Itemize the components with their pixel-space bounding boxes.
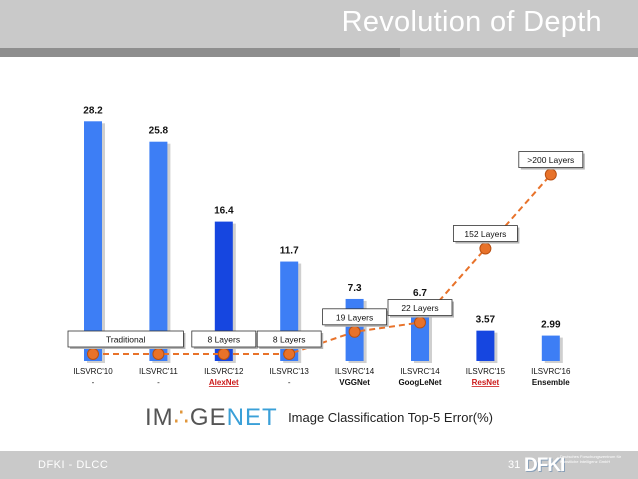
model-label: -: [92, 378, 95, 387]
data-label: 6.7: [413, 288, 427, 299]
depth-point: [283, 348, 296, 360]
chart-caption: IM∴GENET Image Classification Top-5 Erro…: [0, 403, 638, 432]
depth-label-box: [191, 330, 257, 348]
depth-label: Traditional: [106, 335, 145, 345]
model-label: Ensemble: [532, 378, 570, 387]
caption-text: Image Classification Top-5 Error(%): [288, 410, 494, 425]
page-number: 31: [508, 459, 521, 471]
depth-point: [479, 242, 492, 255]
footer-org: DFKI - DLCC: [38, 459, 109, 471]
model-label: ResNet: [472, 378, 500, 387]
depth-point: [152, 348, 165, 360]
model-label: VGGNet: [339, 378, 370, 387]
data-label: 11.7: [280, 246, 299, 257]
x-tick-label: ILSVRC'14: [335, 367, 375, 376]
depth-label: 22 Layers: [401, 303, 438, 313]
imagenet-logo: IM∴GENET: [144, 404, 278, 431]
bar: [149, 141, 168, 361]
depth-point: [87, 348, 99, 360]
x-tick-label: ILSVRC'14: [400, 367, 440, 376]
x-tick-label: ILSVRC'15: [466, 367, 506, 376]
x-tick-label: ILSVRC'13: [270, 367, 310, 376]
bar: [84, 121, 102, 361]
x-tick-label: ILSVRC'11: [139, 367, 178, 376]
header-bar: [0, 0, 638, 48]
depth-label-box: [518, 151, 584, 168]
data-label: 25.8: [149, 126, 169, 137]
bar: [541, 335, 560, 361]
depth-label: >200 Layers: [527, 155, 574, 165]
depth-point: [348, 325, 361, 338]
slide-title: Revolution of Depth: [341, 6, 602, 38]
depth-label: 8 Layers: [273, 335, 306, 345]
model-label: -: [157, 378, 160, 387]
data-label: 2.99: [541, 320, 561, 331]
footer-bar: DFKI - DLCC 31 DFKI Deutsches Forschungs…: [0, 451, 638, 479]
model-label: GoogLeNet: [398, 378, 441, 387]
x-tick-label: ILSVRC'16: [531, 367, 571, 376]
depth-point: [414, 316, 426, 329]
depth-label-box: [256, 330, 322, 348]
bar: [476, 330, 495, 361]
data-label: 16.4: [214, 206, 234, 217]
model-label: -: [288, 378, 291, 387]
model-label: AlexNet: [209, 378, 239, 387]
depth-label: 152 Layers: [464, 229, 506, 239]
depth-label: 19 Layers: [336, 312, 373, 322]
depth-label-box: [67, 330, 184, 348]
depth-chart: 28.2 25.8 16.4 11.7 7.3 6.7 3.57 2.99 Traditiona…: [67, 105, 585, 387]
data-label: 28.2: [83, 105, 103, 116]
bar: [411, 304, 429, 361]
depth-point: [544, 168, 557, 181]
dfki-logo: DFKI Deutsches Forschungszentrum für Kün…: [524, 454, 622, 476]
data-label: 7.3: [348, 283, 362, 294]
bar: [214, 221, 233, 361]
depth-label-box: [322, 308, 388, 326]
x-tick-label: ILSVRC'10: [73, 367, 113, 376]
depth-label-box: [387, 299, 453, 316]
depth-label: 8 Layers: [207, 335, 240, 345]
header-stripe: [0, 48, 638, 57]
data-label: 3.57: [476, 315, 496, 326]
depth-label-box: [452, 225, 518, 242]
x-tick-label: ILSVRC'12: [204, 367, 244, 376]
depth-point: [217, 348, 230, 360]
